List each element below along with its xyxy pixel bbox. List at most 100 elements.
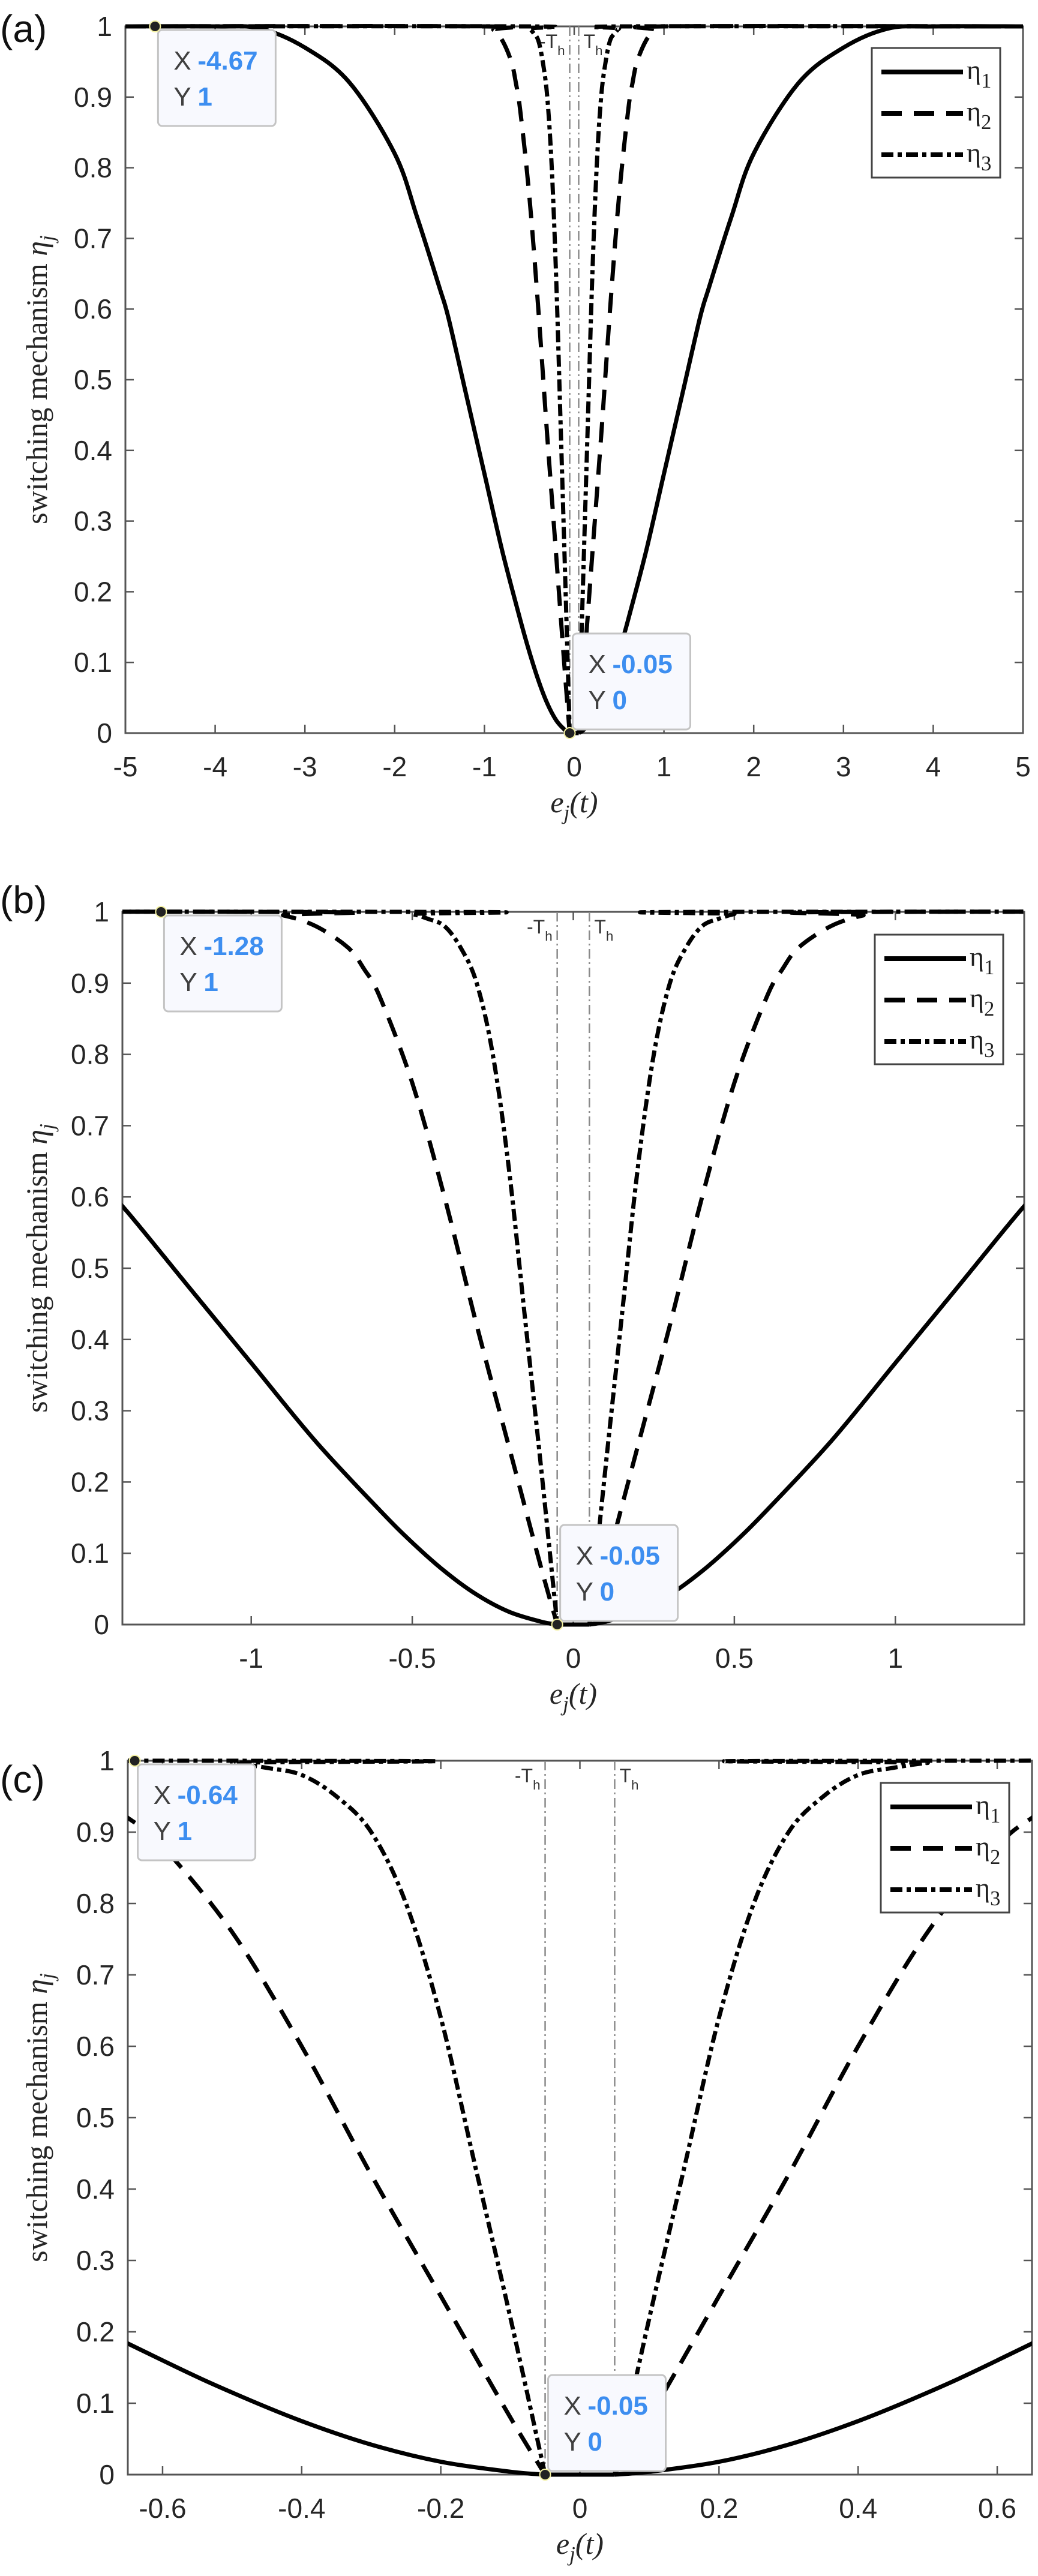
legend-label-η2: η2 [967,96,991,134]
datatip-y-value: 0 [600,1577,614,1607]
x-axis-label-sub: j [560,1692,569,1716]
x-axis-label-tail: (t) [575,2527,604,2560]
threshold-label-negative-main: -T [515,1765,533,1787]
x-tick-label: 0.5 [715,1643,754,1674]
datatip-marker[interactable] [563,727,576,739]
y-tick-label: 0.7 [74,223,112,254]
datatip-y-value: 0 [613,686,627,715]
x-tick-label: -1 [239,1643,263,1674]
threshold-label-positive-main: T [594,916,606,938]
x-axis-label-sub: j [562,801,570,824]
datatip-y-key: Y [179,968,197,997]
y-tick-label: 0.4 [74,435,112,466]
x-tick-label: 0 [566,1643,581,1674]
y-tick-label: 0.8 [74,152,112,184]
y-tick-label: 0.2 [74,576,112,607]
x-tick-label: 0 [572,2493,588,2524]
y-tick-label: 0 [94,1609,109,1640]
x-tick-label: -1 [472,751,497,782]
y-tick-label: 0.5 [76,2102,115,2133]
datatip-y-key: Y [154,1817,171,1846]
x-tick-label: 5 [1015,751,1031,782]
legend-label-η2: η2 [970,983,994,1020]
subplot-c: (c) 0 0.1 0.2 0.3 0.4 0.5 0.6 0.7 0.8 0.9 1 -0.6 -0.4… [0,1745,1033,2566]
series-line-η1 [122,1203,1024,1627]
series-group [122,909,1024,1627]
y-axis-label-symbol: η [20,241,53,256]
panel-label: (c) [0,1758,45,1801]
x-tick-label: 0 [566,751,582,782]
x-axis-label-sub: j [567,2542,575,2566]
datatip-box [559,1524,679,1622]
datatip-x-key: X [576,1541,593,1571]
legend-symbol: η [970,941,984,972]
datatip-marker[interactable] [149,20,161,32]
threshold-label-positive: Th [583,31,602,58]
datatip-marker[interactable] [551,1619,563,1631]
x-axis-label-tail: (t) [569,1677,597,1710]
y-axis-label-main: switching mechanism [20,1145,53,1413]
threshold-label-negative: -Th [515,1765,541,1793]
y-tick-label: 0.6 [71,1181,109,1212]
y-tick-label: 0.8 [71,1039,109,1070]
legend-sub: 2 [990,1846,1000,1869]
y-tick-label: 0.9 [76,1817,115,1848]
y-tick-label: 0.5 [74,364,112,395]
y-tick-label: 0.1 [76,2388,115,2419]
threshold-label-positive-sub: h [595,43,602,58]
x-tick-label: 4 [926,751,941,782]
datatip-marker[interactable] [539,2469,551,2481]
series-group [125,24,1023,735]
legend-sub: 1 [981,70,991,92]
datatip-x-key: X [564,2391,581,2421]
datatip-box [547,2374,667,2472]
threshold-label-positive: Th [594,916,613,944]
datatip[interactable]: X -0.05Y 0 [563,632,692,739]
datatip-y-value: 1 [178,1817,192,1846]
threshold-label-negative-sub: h [545,929,552,944]
panel-label: (a) [0,7,47,50]
y-tick-label: 0.9 [71,968,109,999]
datatip[interactable]: X -4.67Y 1 [149,20,277,127]
threshold-label-negative-sub: h [557,43,565,58]
series-line-η3 [125,24,1023,735]
legend-symbol: η [970,983,984,1013]
datatip-marker[interactable] [155,906,167,918]
legend-symbol: η [976,1831,990,1862]
datatip[interactable]: X -0.64Y 1 [128,1755,257,1862]
x-tick-label: -4 [203,751,227,782]
legend-symbol: η [967,96,981,127]
threshold-label-negative-main: -T [539,31,557,52]
datatip-x-key: X [154,1781,171,1810]
threshold-label-positive: Th [619,1765,638,1793]
y-axis-label: switching mechanism ηj [20,1124,59,1413]
legend-symbol: η [976,1790,990,1820]
legend-sub: 1 [984,956,994,979]
datatip-y-value: 0 [588,2427,602,2457]
datatip-marker[interactable] [128,1755,141,1767]
legend-label-η3: η3 [970,1024,994,1062]
x-tick-label: -5 [113,751,138,782]
datatip-x-key: X [173,46,191,76]
datatip-y-value: 1 [203,968,218,997]
datatip-box [572,632,692,731]
y-axis-label: switching mechanism ηj [20,235,59,524]
datatip[interactable]: X -0.05Y 0 [551,1524,679,1631]
datatip[interactable]: X -0.05Y 0 [539,2374,667,2481]
y-axis-label: switching mechanism ηj [20,1973,59,2262]
legend-label-η1: η1 [976,1790,1000,1827]
legend-label-η3: η3 [976,1872,1000,1910]
x-tick-label: 2 [746,751,761,782]
subplot-a: (a) 0 0.1 0.2 0.3 0.4 0.5 0.6 0.7 0.8 0.9 1 -5 -4 -3 -2… [0,7,1031,824]
y-axis-label-symbol: η [20,1130,53,1145]
y-tick-label: 0.2 [76,2316,115,2347]
legend-label-η2: η2 [976,1831,1000,1869]
legend-sub: 2 [984,998,994,1020]
threshold-label-negative: -Th [527,916,553,944]
datatip[interactable]: X -1.28Y 1 [155,906,283,1013]
datatip-box [137,1763,257,1862]
datatip-box [157,29,277,127]
y-tick-label: 0.1 [71,1538,109,1569]
